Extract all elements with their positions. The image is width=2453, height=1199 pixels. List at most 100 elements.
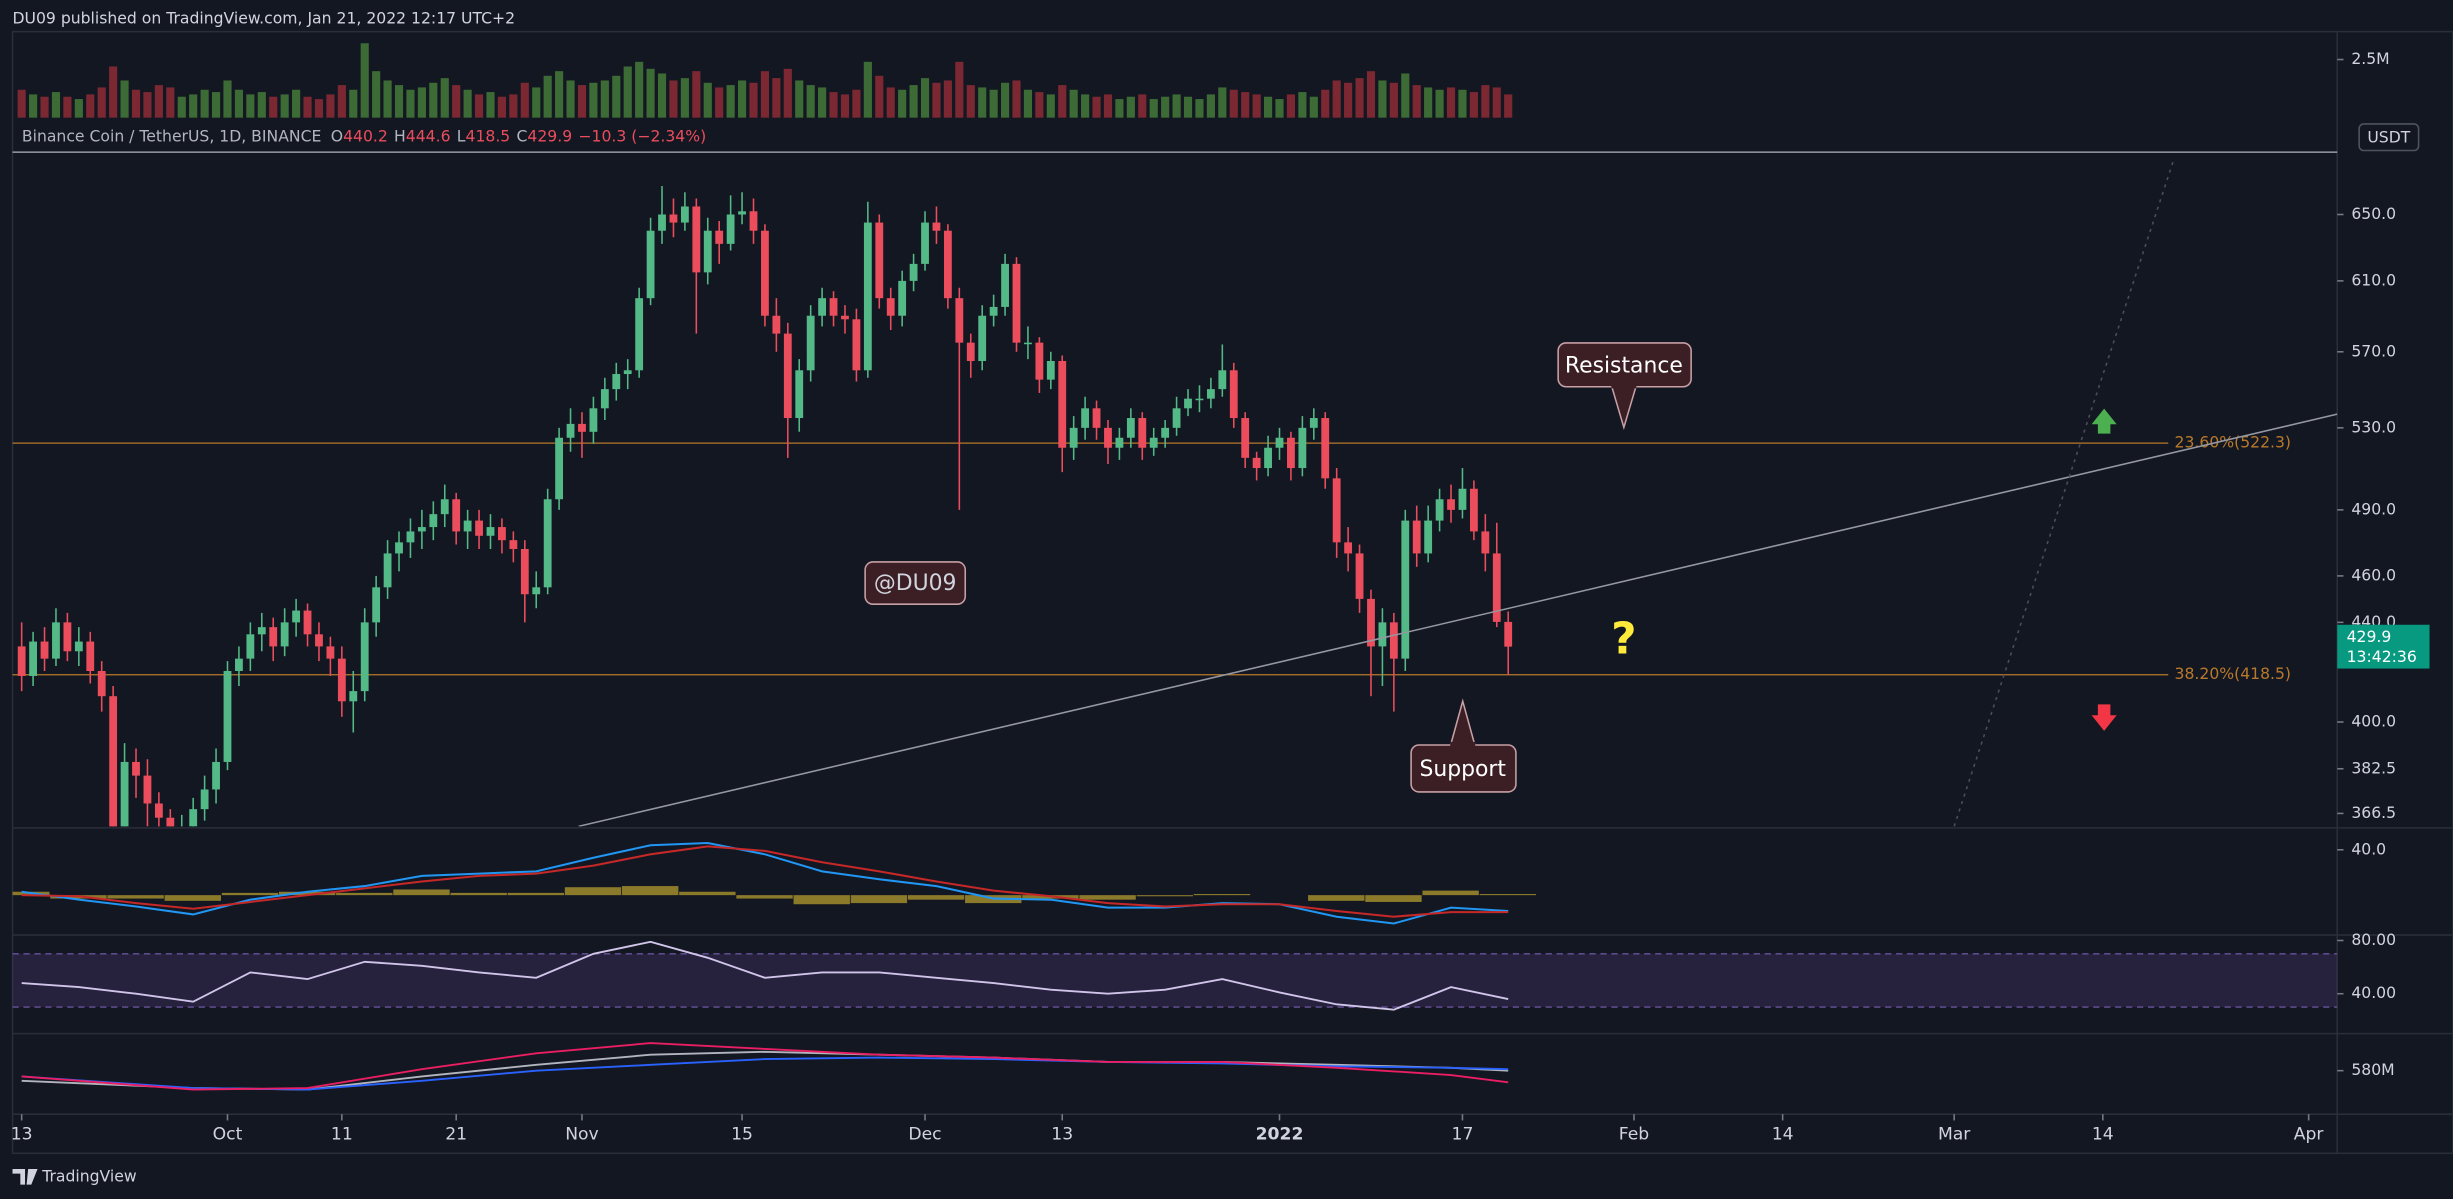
candle-body [63,622,72,652]
currency: USDT [2367,127,2410,146]
volume-bar [314,99,324,118]
candle-body [863,222,872,371]
volume-bar [1069,89,1078,118]
candle-body [326,646,335,659]
volume-bar [783,68,792,118]
volume-bar [120,80,129,118]
volume-bar [1344,82,1353,118]
candle-body [177,826,186,827]
brand: TradingView [41,1166,137,1185]
candle-body [1367,598,1375,647]
volume-bar [109,66,118,118]
volume-bar [566,80,575,118]
candle-body [646,230,655,299]
volume-bar [1206,94,1215,118]
candle-body [1195,398,1204,401]
brand-logo [12,1168,38,1185]
candle-body [475,520,483,536]
volume-bar [223,80,232,118]
candle-body [921,222,929,264]
candle-body [440,499,449,515]
y-tick-label: 40.0 [2351,839,2386,858]
signal-line [21,845,1509,918]
candle-body [1104,427,1112,448]
change: −10.3 (−2.34%) [578,126,706,145]
candle-body [383,553,392,588]
volume-bar [749,82,758,118]
candle-body [189,809,198,827]
volume-bar [1218,87,1227,118]
volume-bar [863,61,872,118]
volume-bar [349,89,358,118]
volume-bar [532,87,541,118]
candle-body [1024,342,1032,345]
volume-bar [269,96,278,118]
macd-histogram [1422,890,1479,896]
watermark-box [864,561,967,605]
y-tick-label: 382.5 [2351,758,2396,777]
volume-bar [1275,99,1284,118]
volume-bar [189,94,198,118]
y-tick-label: 530.0 [2351,417,2396,436]
volume-bar [1103,94,1113,118]
fib-label: 23.60%(522.3) [2175,433,2292,452]
candle-body [738,211,746,215]
ohlc-value: 418.5 [466,126,511,145]
candle-body [1275,437,1284,448]
macd-histogram [107,895,164,899]
volume-bar [635,61,644,118]
volume-bar [909,85,918,118]
volume-bar [394,85,404,118]
currency-box[interactable] [2358,123,2420,152]
candle-body [509,540,518,549]
ohlc-key: H [394,126,406,145]
candle-body [635,298,644,371]
candle-body [875,222,884,299]
candle-body [715,230,724,244]
candle-body [406,531,415,543]
candle-body [566,423,575,438]
candle-body [486,527,495,536]
volume-bar [1195,99,1204,118]
candle-body [818,298,827,316]
volume-bar [292,89,301,118]
candle-body [806,315,815,371]
volume-bar [131,89,141,118]
candle-body [600,389,609,409]
volume-bar [177,96,186,118]
volume-bar [1046,94,1055,118]
volume-bar [726,85,735,118]
volume-bar [1012,80,1021,118]
down-arrow [2091,704,2117,731]
candle-body [120,761,129,827]
candle-body [841,315,849,320]
x-tick-label: Dec [908,1125,941,1145]
candle-body [1035,342,1044,380]
candle-body [680,206,689,223]
volume-bar [1035,92,1044,118]
volume-bar [966,85,975,118]
volume-bar [978,87,987,118]
ohlc-value: 444.6 [406,126,451,145]
candle-body [1287,437,1295,469]
rsi-band [12,953,2338,1008]
candle-body [1469,488,1478,532]
volume-bar [829,92,838,118]
macd-histogram [1079,895,1136,900]
candle-body [852,319,861,371]
candle-body [452,499,461,532]
candle-body [1481,531,1490,554]
candle-body [235,658,243,671]
volume-bar [669,80,678,118]
y-tick-label: 400.0 [2351,711,2396,730]
volume-bar [200,89,209,118]
volume-bar [166,87,175,118]
candle-body [223,670,232,762]
volume-bar [657,73,667,118]
volume-bar [1172,94,1181,118]
candle-body [1424,520,1433,554]
macd-histogram [393,889,450,896]
ohlc-key: C [517,126,528,145]
volume-bar [600,80,609,118]
